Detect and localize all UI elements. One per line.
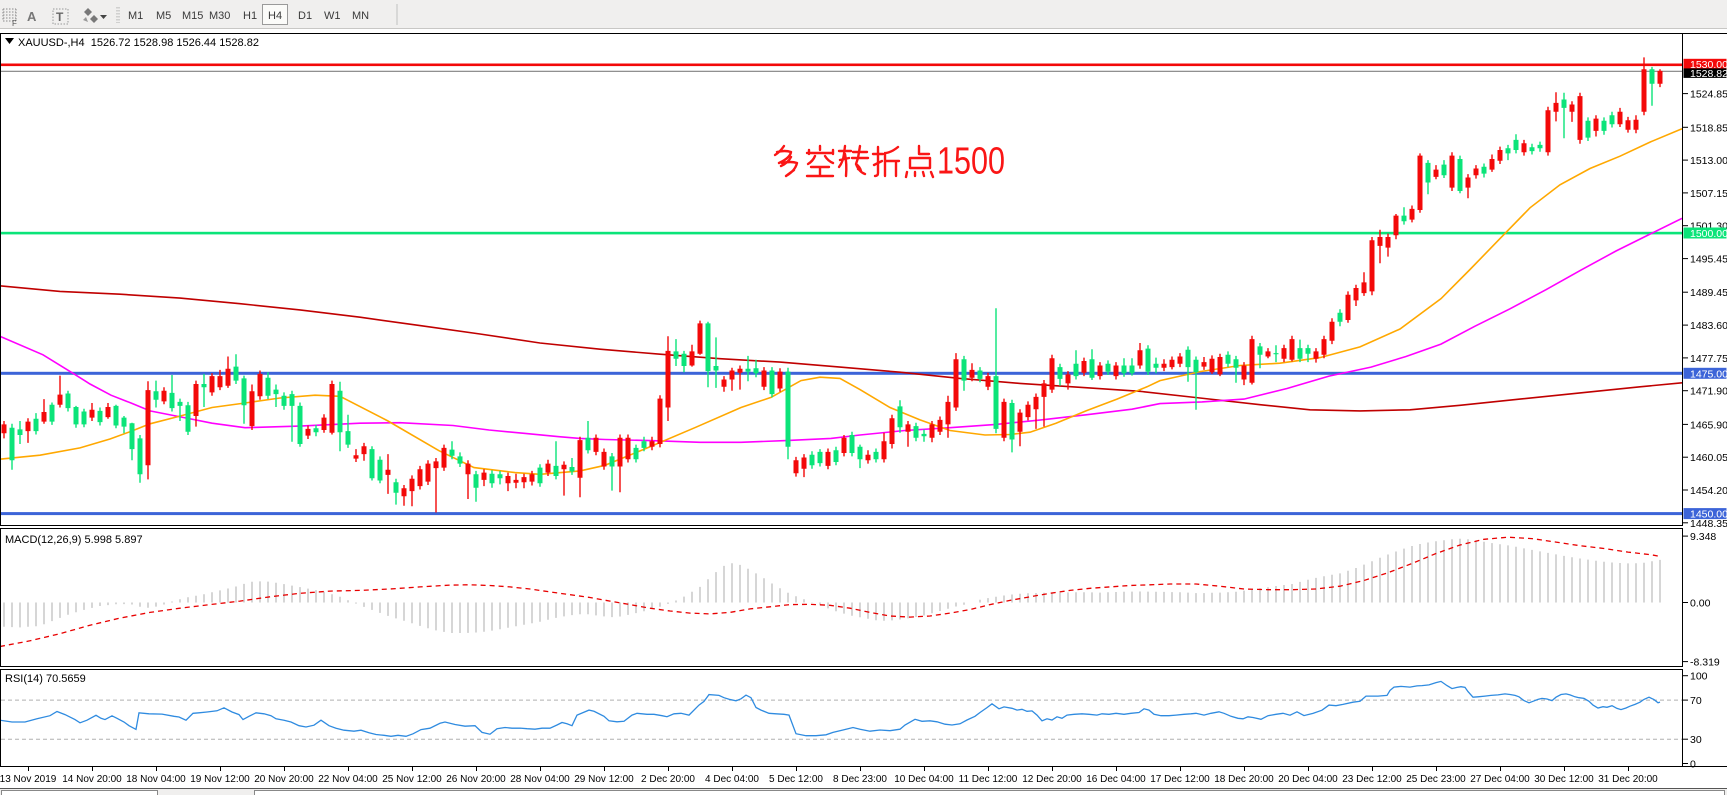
svg-text:100: 100	[1690, 671, 1708, 683]
svg-text:1450.00: 1450.00	[1690, 509, 1727, 521]
svg-text:1465.90: 1465.90	[1690, 419, 1727, 431]
svg-text:0: 0	[1690, 759, 1696, 771]
svg-text:70: 70	[1690, 695, 1702, 707]
svg-text:M5: M5	[156, 10, 171, 22]
svg-text:1500: 1500	[937, 141, 1005, 183]
svg-text:1471.90: 1471.90	[1690, 386, 1727, 398]
svg-text:29 Nov 12:00: 29 Nov 12:00	[574, 774, 634, 785]
svg-text:1524.85: 1524.85	[1690, 89, 1727, 101]
svg-text:H1: H1	[243, 10, 257, 22]
svg-text:1528.82: 1528.82	[1690, 68, 1727, 80]
svg-text:1454.20: 1454.20	[1690, 485, 1727, 497]
svg-text:12 Dec 20:00: 12 Dec 20:00	[1022, 774, 1082, 785]
svg-text:MACD(12,26,9) 5.998 5.897: MACD(12,26,9) 5.998 5.897	[5, 534, 143, 546]
svg-text:M30: M30	[209, 10, 230, 22]
svg-text:30: 30	[1690, 734, 1702, 746]
svg-text:1489.45: 1489.45	[1690, 287, 1727, 299]
svg-text:19 Nov 12:00: 19 Nov 12:00	[190, 774, 250, 785]
svg-text:1495.45: 1495.45	[1690, 254, 1727, 266]
svg-text:M15: M15	[182, 10, 203, 22]
svg-text:18 Nov 04:00: 18 Nov 04:00	[126, 774, 186, 785]
svg-text:H4: H4	[268, 10, 282, 22]
svg-text:1530.00: 1530.00	[1690, 59, 1727, 71]
svg-text:-8.319: -8.319	[1690, 657, 1720, 669]
svg-text:5 Dec 12:00: 5 Dec 12:00	[769, 774, 823, 785]
svg-text:9.348: 9.348	[1690, 531, 1716, 543]
svg-text:F: F	[12, 19, 17, 28]
svg-text:17 Dec 12:00: 17 Dec 12:00	[1150, 774, 1210, 785]
svg-text:23 Dec 12:00: 23 Dec 12:00	[1342, 774, 1402, 785]
svg-text:14 Nov 20:00: 14 Nov 20:00	[62, 774, 122, 785]
svg-text:28 Nov 04:00: 28 Nov 04:00	[510, 774, 570, 785]
svg-text:2 Dec 20:00: 2 Dec 20:00	[641, 774, 695, 785]
svg-text:D1: D1	[298, 10, 312, 22]
svg-text:11 Dec 12:00: 11 Dec 12:00	[959, 774, 1018, 785]
svg-text:31 Dec 20:00: 31 Dec 20:00	[1598, 774, 1658, 785]
svg-text:1475.00: 1475.00	[1690, 368, 1727, 380]
svg-text:1500.00: 1500.00	[1690, 228, 1727, 240]
svg-text:4 Dec 04:00: 4 Dec 04:00	[705, 774, 759, 785]
svg-text:M1: M1	[128, 10, 143, 22]
svg-text:22 Nov 04:00: 22 Nov 04:00	[318, 774, 378, 785]
svg-text:20 Nov 20:00: 20 Nov 20:00	[254, 774, 314, 785]
svg-text:10 Dec 04:00: 10 Dec 04:00	[894, 774, 954, 785]
svg-text:18 Dec 20:00: 18 Dec 20:00	[1214, 774, 1274, 785]
svg-text:W1: W1	[324, 10, 341, 22]
svg-text:XAUUSD-,H4 1526.72 1528.98 15: XAUUSD-,H4 1526.72 1528.98 1526.44 1528.…	[18, 37, 259, 49]
svg-text:13 Nov 2019: 13 Nov 2019	[0, 774, 57, 785]
svg-text:20 Dec 04:00: 20 Dec 04:00	[1278, 774, 1338, 785]
svg-text:1477.75: 1477.75	[1690, 353, 1727, 365]
svg-text:1518.85: 1518.85	[1690, 122, 1727, 134]
svg-text:25 Nov 12:00: 25 Nov 12:00	[382, 774, 442, 785]
svg-text:0.00: 0.00	[1690, 598, 1711, 610]
svg-text:16 Dec 04:00: 16 Dec 04:00	[1086, 774, 1146, 785]
svg-text:A: A	[27, 9, 37, 24]
svg-text:MN: MN	[352, 10, 369, 22]
svg-text:1483.60: 1483.60	[1690, 320, 1727, 332]
svg-text:1448.35: 1448.35	[1690, 518, 1727, 530]
svg-text:1507.15: 1507.15	[1690, 188, 1727, 200]
svg-text:T: T	[56, 10, 64, 24]
svg-text:8 Dec 23:00: 8 Dec 23:00	[833, 774, 887, 785]
svg-text:26 Nov 20:00: 26 Nov 20:00	[446, 774, 506, 785]
svg-text:1513.00: 1513.00	[1690, 155, 1727, 167]
svg-text:30 Dec 12:00: 30 Dec 12:00	[1534, 774, 1594, 785]
svg-text:25 Dec 23:00: 25 Dec 23:00	[1406, 774, 1466, 785]
svg-text:RSI(14) 70.5659: RSI(14) 70.5659	[5, 673, 86, 685]
svg-text:1460.05: 1460.05	[1690, 452, 1727, 464]
svg-text:27 Dec 04:00: 27 Dec 04:00	[1470, 774, 1530, 785]
